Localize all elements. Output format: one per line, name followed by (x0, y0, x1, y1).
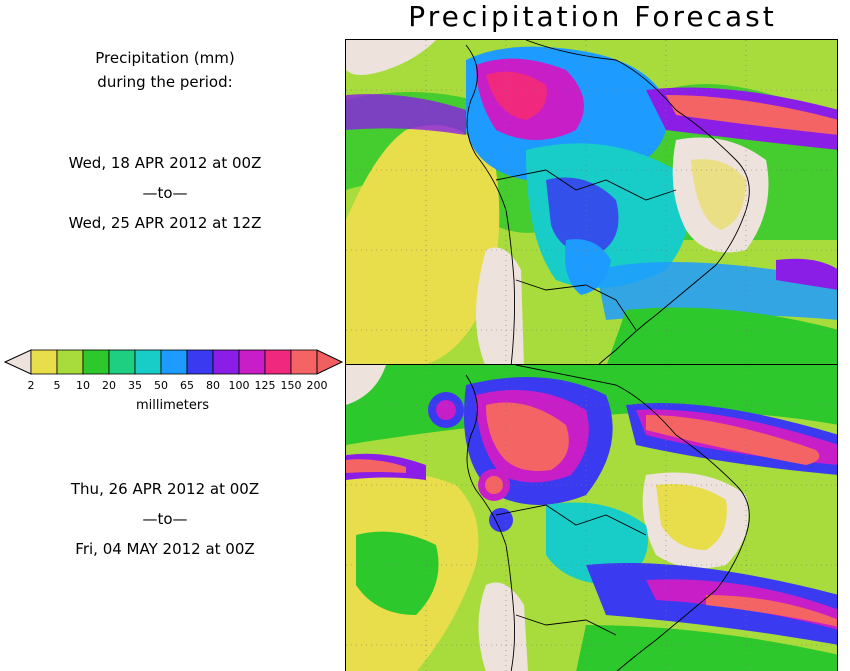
period2-text: Thu, 26 APR 2012 at 00Z —to— Fri, 04 MAY… (0, 474, 330, 564)
colorbar-tick-label: 80 (206, 379, 220, 392)
colorbar-tick-label: 125 (254, 379, 276, 392)
colorbar-swatch (186, 349, 214, 375)
colorbar-swatch (290, 349, 318, 375)
period2-start: Thu, 26 APR 2012 at 00Z (70, 480, 260, 498)
map-period1 (345, 39, 838, 366)
colorbar-labels: 2 5 10 20 35 50 65 80 100 125 150 200 (0, 379, 345, 393)
period2-end: Fri, 04 MAY 2012 at 00Z (75, 540, 255, 558)
colorbar-swatch (212, 349, 240, 375)
map-period2 (345, 364, 838, 671)
colorbar-tick-label: 65 (180, 379, 194, 392)
legend-header-line1: Precipitation (mm) (95, 49, 235, 67)
colorbar-tick-label: 200 (306, 379, 328, 392)
colorbar-high-arrow (316, 349, 344, 375)
colorbar-swatch (160, 349, 188, 375)
period2-separator: —to— (142, 510, 188, 528)
colorbar-low-arrow (4, 349, 32, 375)
colorbar-tick-label: 100 (228, 379, 250, 392)
colorbar-tick-label: 20 (102, 379, 116, 392)
colorbar-swatch (264, 349, 292, 375)
colorbar-swatch (30, 349, 58, 375)
map-period1-field (346, 40, 837, 365)
colorbar-swatch (82, 349, 110, 375)
colorbar-swatch (108, 349, 136, 375)
colorbar-tick-label: 10 (76, 379, 90, 392)
period1-text: Wed, 18 APR 2012 at 00Z —to— Wed, 25 APR… (0, 148, 330, 238)
colorbar-tick-label: 35 (128, 379, 142, 392)
colorbar-tick-label: 50 (154, 379, 168, 392)
period1-separator: —to— (142, 184, 188, 202)
period1-end: Wed, 25 APR 2012 at 12Z (68, 214, 262, 232)
colorbar-tick-label: 5 (53, 379, 61, 392)
colorbar-swatch (56, 349, 84, 375)
map-period2-field (346, 365, 837, 671)
page-title: Precipitation Forecast (408, 0, 777, 33)
legend-header-line2: during the period: (97, 73, 233, 91)
colorbar-units: millimeters (136, 398, 209, 413)
colorbar-swatch (238, 349, 266, 375)
colorbar (4, 349, 344, 375)
period1-start: Wed, 18 APR 2012 at 00Z (68, 154, 262, 172)
colorbar-tick-label: 2 (27, 379, 35, 392)
colorbar-swatch (134, 349, 162, 375)
legend-header: Precipitation (mm) during the period: (0, 46, 330, 94)
colorbar-tick-label: 150 (280, 379, 302, 392)
